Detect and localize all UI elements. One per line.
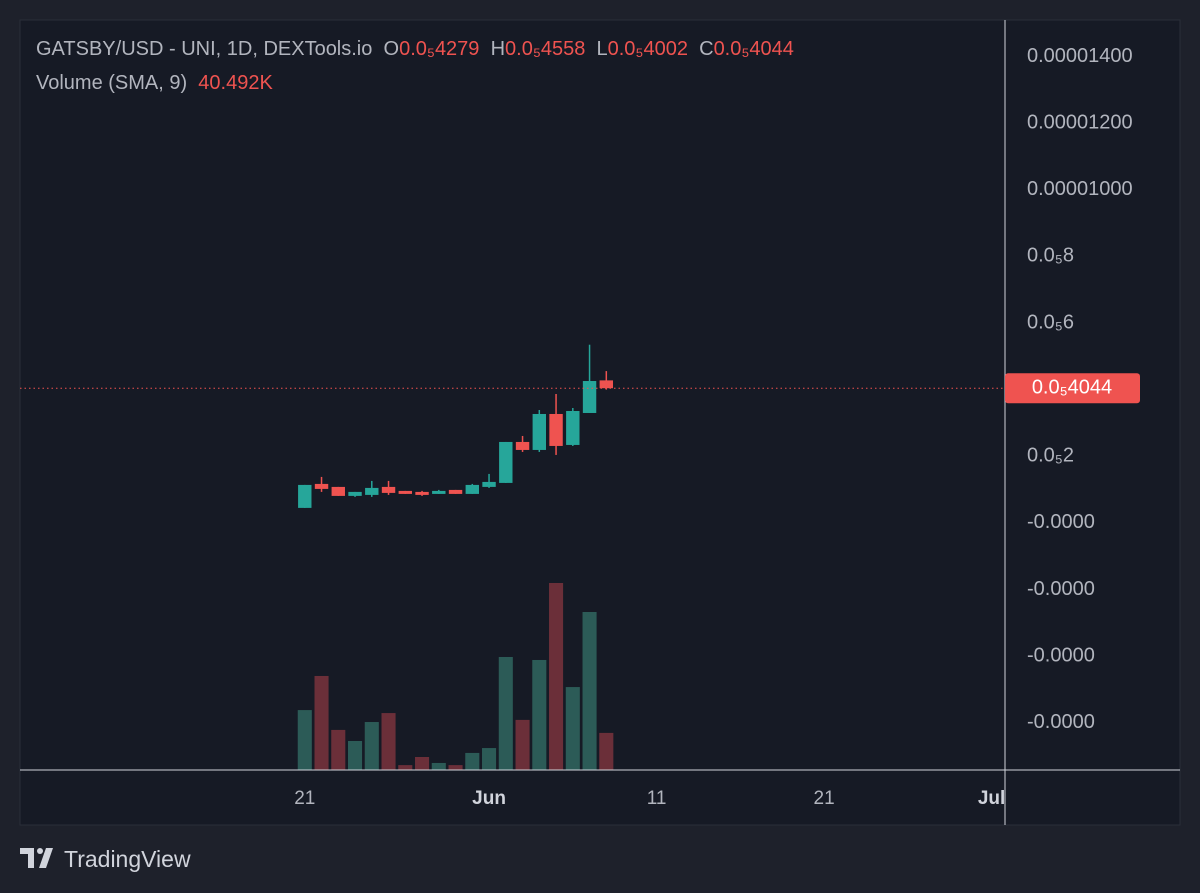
y-tick-label: 0.0₅6 (1027, 311, 1074, 333)
ohlc-name: H (490, 38, 506, 60)
symbol-title: GATSBY/USD - UNI, 1D, DEXTools.io (36, 38, 373, 60)
x-tick-label: 21 (294, 788, 315, 809)
volume-bar (498, 656, 513, 770)
ohlc-value: 0.0₅4558 (505, 38, 586, 60)
volume-bar (532, 659, 547, 770)
candle-body (599, 380, 614, 389)
volume-bar (331, 729, 346, 770)
volume-name: Volume (SMA, 9) (36, 72, 188, 94)
candle-body (298, 484, 312, 508)
candle-body (582, 381, 597, 413)
x-tick-label: 21 (814, 788, 835, 809)
candle-body (448, 489, 463, 494)
ohlc-name: L (596, 38, 608, 60)
y-tick-label: 0.00001200 (1027, 112, 1133, 134)
volume-bar (381, 713, 396, 770)
chart-frame (19, 19, 1181, 826)
y-tick-label: -0.0000 (1027, 644, 1095, 666)
candle-body (314, 483, 329, 489)
volume-bar (482, 748, 497, 770)
candle-body (432, 490, 446, 494)
ohlc-name: O (383, 38, 400, 60)
candle-body (415, 491, 429, 495)
volume-bar (415, 756, 430, 770)
volume-bar (582, 611, 597, 770)
y-tick-label: 0.00001400 (1027, 45, 1133, 67)
ohlc-legend: GATSBY/USD - UNI, 1D, DEXTools.io O0.0₅4… (36, 38, 976, 61)
volume-bar (599, 732, 614, 770)
last-price-label: 0.0₅4044 (1032, 376, 1112, 398)
candle-body (566, 410, 580, 445)
volume-bar (565, 687, 580, 770)
volume-bar (515, 719, 530, 770)
volume-sma: 40.492K (198, 72, 273, 94)
candle-body (398, 490, 412, 494)
y-tick-label: -0.0000 (1027, 578, 1095, 600)
ohlc-name: C (699, 38, 714, 60)
ohlc-value: 0.0₅4002 (607, 38, 688, 60)
volume-bar (364, 722, 379, 770)
candle-body (549, 413, 563, 446)
candle-body (482, 481, 496, 487)
x-tick-label: Jul (978, 788, 1005, 809)
volume-bar (398, 765, 413, 770)
volume-legend: Volume (SMA, 9) 40.492K (36, 72, 273, 95)
volume-bar (549, 583, 564, 770)
y-tick-label: 0.0₅2 (1027, 445, 1074, 467)
volume-bar (448, 765, 463, 770)
candle-body (465, 484, 479, 494)
tradingview-logo (20, 848, 53, 868)
candle-body (348, 491, 362, 496)
candle-body (381, 486, 396, 493)
x-tick-label: Jun (472, 788, 506, 809)
volume-bar (465, 752, 480, 770)
y-tick-label: -0.0000 (1027, 511, 1095, 533)
y-tick-label: -0.0000 (1027, 711, 1095, 733)
ohlc-value: 0.0₅4044 (713, 38, 794, 60)
y-tick-label: 0.0₅8 (1027, 245, 1074, 267)
volume-bar (431, 762, 446, 770)
candle-body (331, 486, 345, 496)
ohlc-value: 0.0₅4279 (399, 38, 480, 60)
candle-body (365, 487, 379, 495)
last-price-tag (1005, 373, 1140, 404)
candle-body (515, 441, 530, 450)
volume-bar (314, 675, 329, 770)
candle-body (499, 441, 513, 483)
x-tick-label: 11 (647, 788, 667, 809)
volume-bar (297, 710, 312, 770)
candle-body (532, 413, 547, 450)
volume-bar (347, 741, 363, 770)
brand: TradingView (64, 846, 191, 872)
y-tick-label: 0.00001000 (1027, 178, 1133, 200)
